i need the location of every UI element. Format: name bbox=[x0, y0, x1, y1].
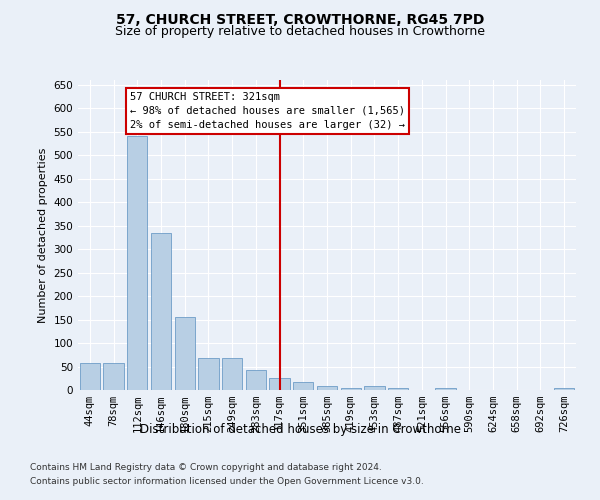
Text: Size of property relative to detached houses in Crowthorne: Size of property relative to detached ho… bbox=[115, 25, 485, 38]
Bar bbox=[103, 363, 124, 390]
Bar bbox=[388, 388, 408, 390]
Bar bbox=[436, 388, 455, 390]
Bar bbox=[127, 136, 148, 390]
Bar bbox=[246, 370, 266, 390]
Bar bbox=[293, 382, 313, 390]
Bar bbox=[364, 386, 385, 390]
Y-axis label: Number of detached properties: Number of detached properties bbox=[38, 148, 48, 322]
Text: Contains HM Land Registry data © Crown copyright and database right 2024.: Contains HM Land Registry data © Crown c… bbox=[30, 462, 382, 471]
Bar bbox=[341, 388, 361, 390]
Text: Contains public sector information licensed under the Open Government Licence v3: Contains public sector information licen… bbox=[30, 478, 424, 486]
Bar bbox=[80, 363, 100, 390]
Bar bbox=[199, 358, 218, 390]
Bar bbox=[175, 317, 195, 390]
Bar bbox=[222, 358, 242, 390]
Text: 57, CHURCH STREET, CROWTHORNE, RG45 7PD: 57, CHURCH STREET, CROWTHORNE, RG45 7PD bbox=[116, 12, 484, 26]
Bar bbox=[151, 232, 171, 390]
Bar bbox=[269, 378, 290, 390]
Text: Distribution of detached houses by size in Crowthorne: Distribution of detached houses by size … bbox=[139, 422, 461, 436]
Text: 57 CHURCH STREET: 321sqm
← 98% of detached houses are smaller (1,565)
2% of semi: 57 CHURCH STREET: 321sqm ← 98% of detach… bbox=[130, 92, 405, 130]
Bar bbox=[554, 388, 574, 390]
Bar bbox=[317, 386, 337, 390]
